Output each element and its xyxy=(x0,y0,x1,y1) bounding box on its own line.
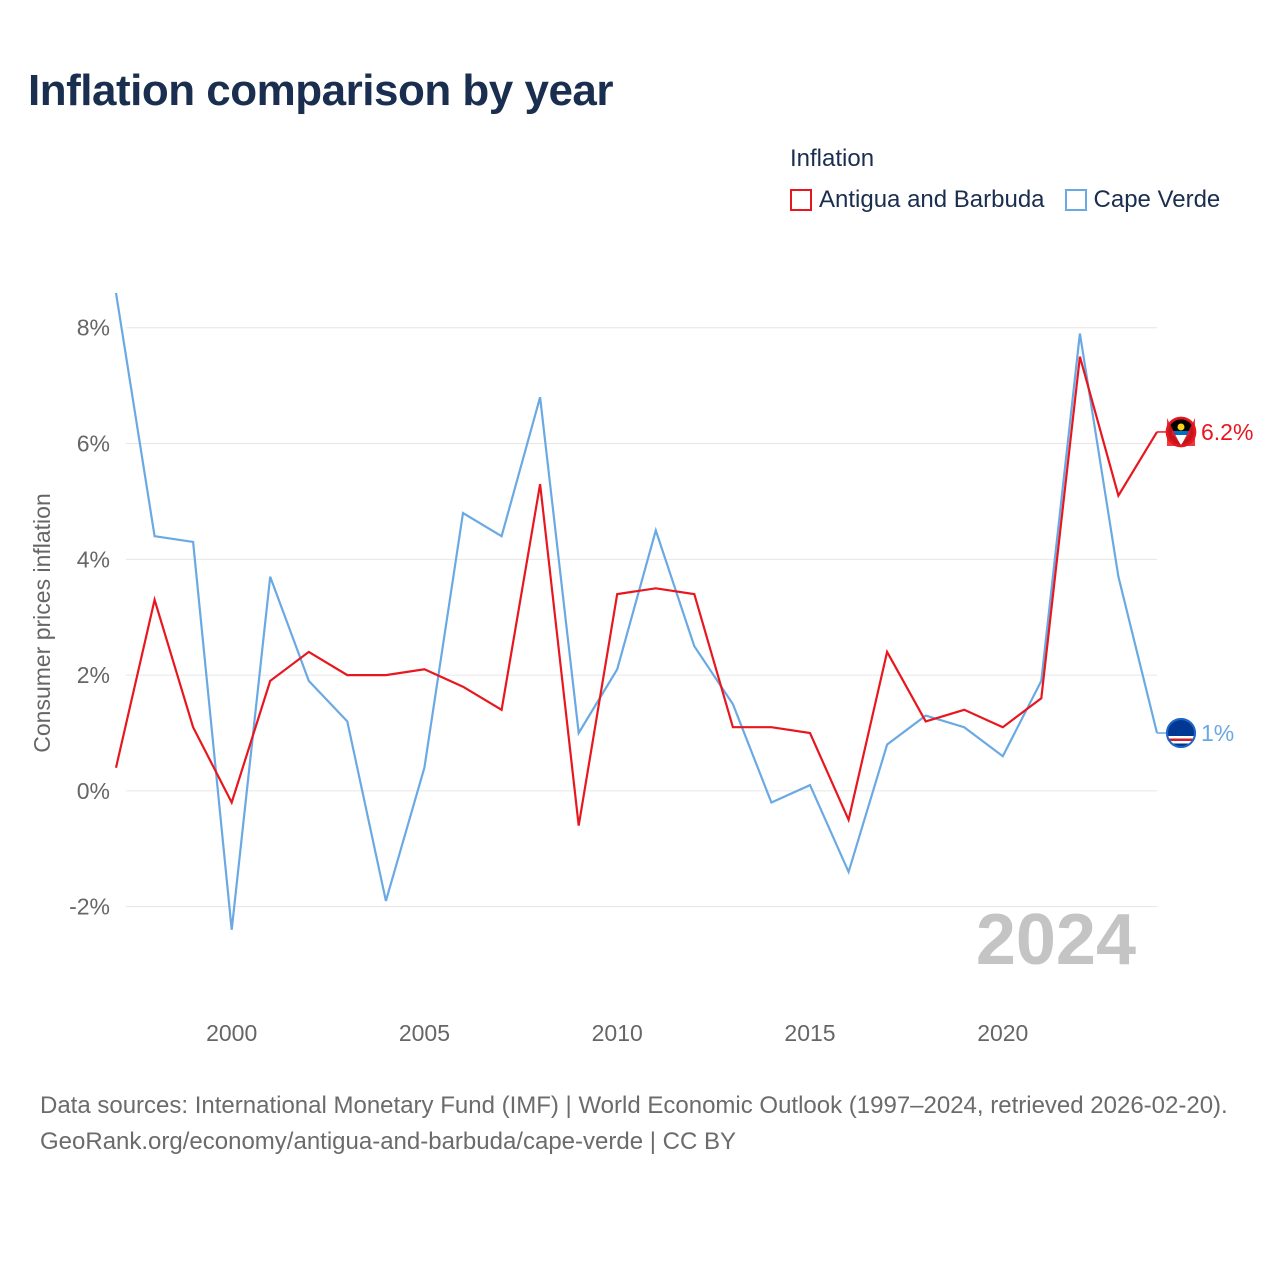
footer: Data sources: International Monetary Fun… xyxy=(40,1088,1250,1160)
credit-link[interactable]: GeoRank.org/economy/antigua-and-barbuda/… xyxy=(40,1128,736,1155)
y-tick-label: -2% xyxy=(69,894,110,920)
year-watermark: 2024 xyxy=(976,900,1136,980)
legend-label-antigua-and-barbuda: Antigua and Barbuda xyxy=(819,186,1045,213)
x-axis-ticks: 2000 2005 2010 2015 2020 xyxy=(206,1020,1028,1046)
x-tick-label: 2010 xyxy=(592,1020,643,1046)
series-line-antigua-and-barbuda[interactable] xyxy=(114,356,1158,826)
y-axis-label: Consumer prices inflation xyxy=(29,493,55,753)
end-value-label-antigua-and-barbuda: 6.2% xyxy=(1201,419,1253,445)
end-value-label-cape-verde: 1% xyxy=(1201,720,1234,746)
x-tick-label: 2005 xyxy=(399,1020,450,1046)
legend-item-cape-verde[interactable]: Cape Verde xyxy=(1064,186,1221,214)
x-tick-label: 2020 xyxy=(977,1020,1028,1046)
y-tick-label: 0% xyxy=(77,778,110,804)
series-end-markers: 1% 6.2% xyxy=(1157,416,1253,748)
y-tick-label: 6% xyxy=(77,431,110,457)
series-line-cape-verde[interactable] xyxy=(114,292,1159,930)
x-tick-label: 2000 xyxy=(206,1020,257,1046)
y-tick-label: 8% xyxy=(77,315,110,341)
chart-title: Inflation comparison by year xyxy=(28,66,614,115)
y-tick-label: 2% xyxy=(77,662,110,688)
y-tick-label: 4% xyxy=(77,546,110,572)
legend-title: Inflation xyxy=(790,145,875,172)
gridlines xyxy=(126,327,1157,908)
legend: Antigua and Barbuda Cape Verde xyxy=(790,186,1220,214)
legend-swatch-cape-verde xyxy=(1064,189,1087,211)
y-axis-ticks: -2% 0% 2% 4% 6% 8% xyxy=(69,315,110,920)
series-lines xyxy=(114,292,1159,930)
flag-marker-antigua-and-barbuda xyxy=(1165,416,1197,448)
legend-item-antigua-and-barbuda[interactable]: Antigua and Barbuda xyxy=(790,186,1045,214)
legend-swatch-antigua-and-barbuda xyxy=(790,189,812,211)
x-tick-label: 2015 xyxy=(784,1020,835,1046)
legend-label-cape-verde: Cape Verde xyxy=(1093,186,1221,213)
data-sources-note: Data sources: International Monetary Fun… xyxy=(40,1092,1228,1119)
flag-marker-cape-verde xyxy=(1166,718,1196,748)
line-chart: -2% 0% 2% 4% 6% 8% 2000 2005 2010 2015 2020 Consu… xyxy=(29,292,1253,1046)
